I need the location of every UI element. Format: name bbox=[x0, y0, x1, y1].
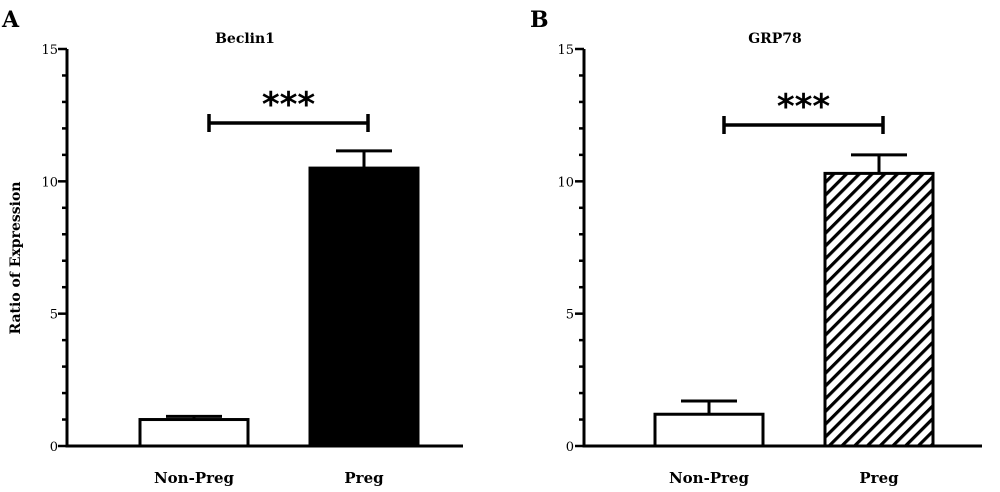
significance-label-b: *** bbox=[777, 87, 831, 127]
y-tick-label-a: 0 bbox=[50, 440, 58, 455]
y-tick-label-a: 5 bbox=[50, 308, 58, 323]
panel-letter-a: A bbox=[1, 7, 20, 33]
y-tick-label-b: 15 bbox=[557, 43, 574, 58]
x-category-label-a: Preg bbox=[344, 469, 384, 487]
bar-b-preg bbox=[823, 171, 935, 448]
x-category-label-b: Non-Preg bbox=[669, 469, 750, 487]
chart-title-a: Beclin1 bbox=[215, 31, 275, 47]
y-tick-label-a: 10 bbox=[41, 175, 58, 190]
x-category-label-b: Preg bbox=[859, 469, 899, 487]
significance-label-a: *** bbox=[262, 85, 316, 125]
y-tick-label-b: 5 bbox=[566, 308, 574, 323]
chart-title-b: GRP78 bbox=[748, 31, 802, 47]
plots-layer: 0 5 10 15 Non-Preg Preg *** 0 5 10 15 Non-Preg Preg *… bbox=[41, 43, 982, 487]
bar-a-non-preg bbox=[138, 418, 250, 448]
bar-a-preg bbox=[308, 166, 420, 448]
panel-letter-b: B bbox=[530, 7, 549, 33]
y-tick-label-b: 10 bbox=[557, 175, 574, 190]
bar-b-non-preg bbox=[653, 412, 765, 448]
y-tick-label-a: 15 bbox=[41, 43, 58, 58]
x-category-label-a: Non-Preg bbox=[154, 469, 235, 487]
y-tick-label-b: 0 bbox=[566, 440, 574, 455]
y-axis-title: Ratio of Expression bbox=[8, 182, 24, 335]
